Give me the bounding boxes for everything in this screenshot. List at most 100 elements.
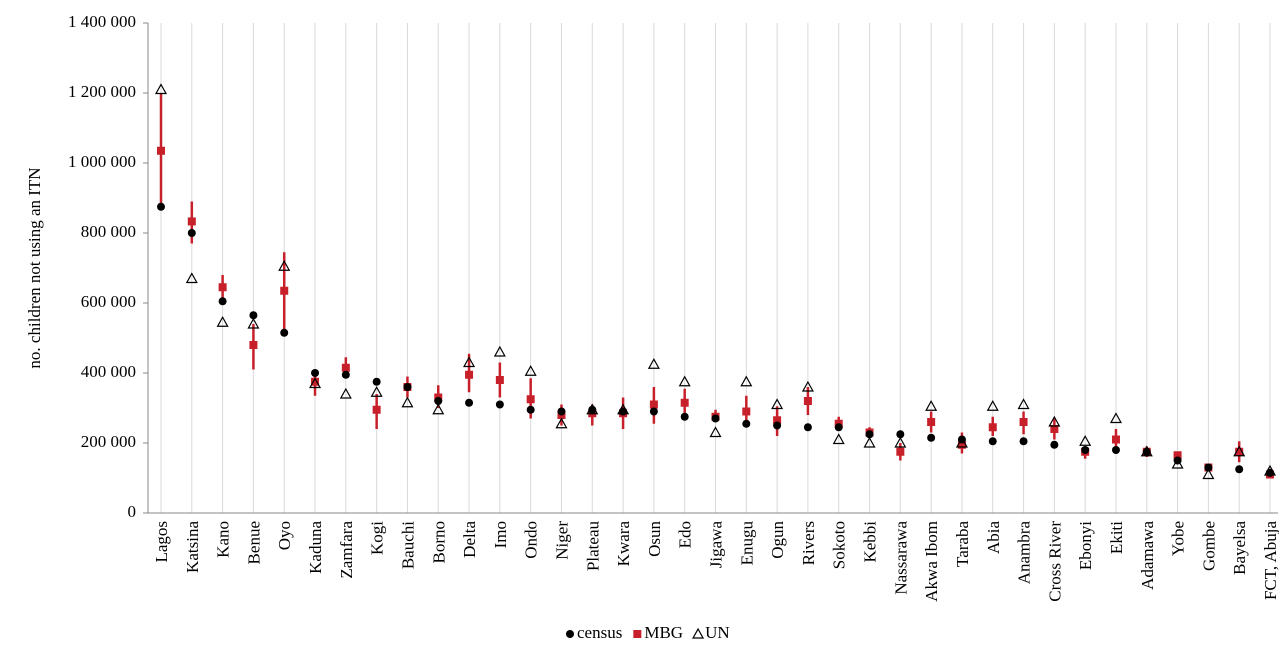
UN-point (493, 345, 506, 357)
UN-point (463, 356, 476, 368)
UN-point (524, 365, 537, 376)
MBG-point (988, 423, 997, 432)
MBG-point (742, 407, 751, 416)
MBG-point (896, 447, 905, 456)
UN-point (771, 398, 784, 410)
y-tick-label: 400 000 (81, 362, 136, 381)
x-tick-label: Ondo (522, 521, 541, 559)
MBG-point (280, 286, 289, 295)
MBG-point (465, 370, 474, 379)
x-tick-label: Edo (676, 521, 695, 548)
UN-point (1017, 398, 1030, 410)
census-point (526, 405, 535, 414)
MBG-point (1111, 435, 1120, 444)
UN-point (339, 387, 352, 399)
census-point (773, 421, 782, 430)
x-tick-label: Nassarawa (891, 521, 910, 595)
MBG-point (773, 416, 782, 425)
legend-label: census (577, 623, 622, 642)
UN-point (925, 400, 938, 411)
UN-point (986, 400, 999, 411)
census-point (803, 423, 812, 432)
UN-point (740, 375, 753, 387)
x-tick-label: Gombe (1199, 521, 1218, 571)
x-tick-label: Imo (491, 521, 510, 548)
y-tick-label: 1 000 000 (68, 152, 136, 171)
census-point (619, 407, 628, 416)
UN-point (1079, 435, 1092, 446)
UN-point (647, 358, 660, 369)
census-point (1266, 468, 1274, 477)
census-point (1111, 446, 1120, 454)
UN-point (894, 436, 907, 448)
x-tick-label: Abia (984, 521, 1003, 555)
UN-point (432, 403, 445, 415)
census-point (403, 383, 412, 391)
census-point (927, 433, 936, 442)
y-tick-label: 200 000 (81, 432, 136, 451)
legend-label: MBG (644, 623, 683, 642)
y-axis-label: no. children not using an ITN (25, 167, 44, 368)
x-tick-label: Kano (214, 521, 233, 558)
UN-point (709, 426, 722, 438)
x-tick-label: Lagos (152, 521, 171, 563)
x-tick-label: Kaduna (306, 521, 325, 574)
census-point (280, 328, 289, 337)
UN-point (1048, 415, 1061, 427)
x-tick-label: Borno (429, 521, 448, 564)
UN-point (401, 396, 414, 408)
x-tick-label: Ebonyi (1076, 521, 1095, 570)
census-point (1142, 447, 1151, 456)
x-tick-label: Akwa Ibom (922, 521, 941, 602)
MBG-point (157, 146, 165, 155)
x-tick-label: Zamfara (337, 521, 356, 579)
UN-point (1109, 412, 1122, 424)
MBG-point (372, 405, 381, 414)
UN-point (678, 375, 691, 387)
legend-symbol (692, 627, 705, 639)
y-tick-label: 800 000 (81, 222, 136, 241)
census-point (1235, 465, 1244, 474)
census-point (557, 407, 566, 416)
x-tick-label: Osun (645, 521, 664, 557)
census-point (341, 370, 350, 379)
x-tick-label: Adamawa (1138, 521, 1157, 590)
MBG-point (311, 377, 320, 386)
census-point (157, 202, 165, 211)
x-tick-label: Bayelsa (1230, 521, 1249, 575)
UN-point (278, 260, 291, 271)
MBG-point (680, 398, 689, 407)
y-tick-label: 0 (128, 502, 137, 521)
census-point (187, 229, 196, 237)
census-point (988, 437, 997, 446)
legend-symbol (566, 630, 574, 638)
UN-point (832, 433, 845, 445)
census-point (1050, 440, 1059, 449)
UN-point (247, 317, 260, 329)
census-point (957, 435, 966, 444)
x-tick-label: Cross River (1045, 521, 1064, 602)
census-point (465, 398, 474, 407)
MBG-point (1173, 451, 1182, 460)
y-tick-label: 1 200 000 (68, 82, 136, 101)
x-tick-label: Taraba (953, 521, 972, 567)
census-point (372, 377, 381, 386)
MBG-point (341, 363, 350, 372)
legend-label: UN (705, 623, 730, 642)
census-point (588, 405, 597, 414)
MBG-point (1050, 425, 1059, 433)
x-tick-label: Rivers (799, 521, 818, 565)
x-tick-label: Oyo (275, 521, 294, 550)
census-point (1173, 456, 1182, 465)
census-point (680, 412, 689, 421)
y-tick-label: 600 000 (81, 292, 136, 311)
census-point (1204, 463, 1213, 472)
census-point (434, 397, 443, 405)
census-point (311, 369, 320, 377)
x-tick-label: Bauchi (398, 521, 417, 569)
UN-point (216, 316, 229, 327)
MBG-point (803, 397, 812, 405)
x-tick-label: Kwara (614, 521, 633, 567)
